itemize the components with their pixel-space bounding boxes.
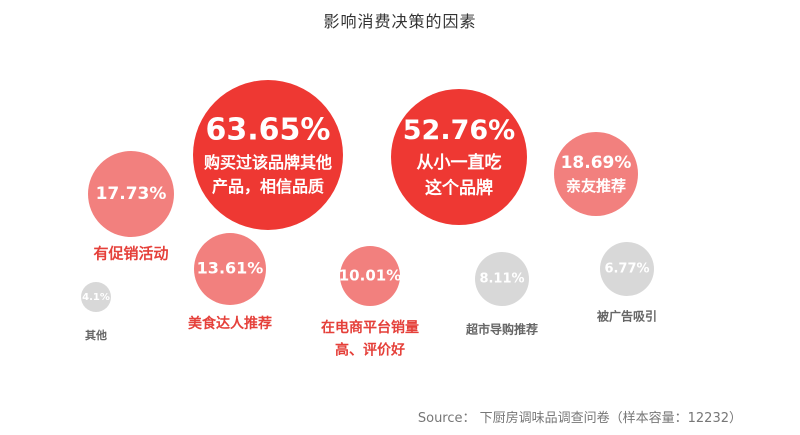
bubble-label: 美食达人推荐 bbox=[188, 315, 272, 332]
bubble-label: 亲友推荐 bbox=[566, 177, 626, 195]
bubble-value: 10.01% bbox=[339, 267, 401, 285]
bubble bbox=[391, 89, 527, 225]
bubble-group: 13.61% 美食达人推荐 bbox=[188, 233, 272, 332]
bubble-label: 这个品牌 bbox=[425, 178, 493, 199]
bubble-value: 8.11% bbox=[479, 272, 524, 287]
source-note: Source： 下厨房调味品调查问卷（样本容量：12232） bbox=[417, 411, 742, 426]
bubble-label: 在电商平台销量 bbox=[321, 319, 419, 336]
bubble-label: 产品，相信品质 bbox=[212, 177, 324, 196]
bubble-group: 17.73% 有促销活动 bbox=[88, 151, 174, 263]
chart-title: 影响消费决策的因素 bbox=[323, 12, 477, 31]
bubble bbox=[194, 233, 266, 305]
bubble bbox=[81, 282, 111, 312]
bubble bbox=[600, 242, 654, 296]
bubble bbox=[554, 132, 638, 216]
bubble bbox=[340, 246, 400, 306]
bubble-group: 4.1% 其他 bbox=[81, 282, 111, 342]
bubble-label: 被广告吸引 bbox=[597, 309, 657, 324]
bubble-value: 6.77% bbox=[604, 262, 649, 277]
bubble-label: 超市导购推荐 bbox=[465, 322, 538, 337]
bubble-value: 4.1% bbox=[82, 292, 110, 303]
bubble-label: 从小一直吃 bbox=[417, 152, 502, 173]
bubble-label: 有促销活动 bbox=[93, 245, 168, 263]
bubble bbox=[193, 80, 343, 230]
bubble-value: 18.69% bbox=[561, 153, 632, 173]
bubble-group: 8.11% 超市导购推荐 bbox=[465, 252, 538, 337]
bubble-label: 购买过该品牌其他 bbox=[204, 153, 332, 172]
bubble bbox=[475, 252, 529, 306]
bubble-value: 13.61% bbox=[197, 259, 264, 278]
bubble-label: 高、评价好 bbox=[335, 341, 405, 358]
bubble-value: 63.65% bbox=[206, 113, 331, 148]
bubble-group: 18.69% 亲友推荐 bbox=[554, 132, 638, 216]
bubble bbox=[88, 151, 174, 237]
bubble-value: 52.76% bbox=[403, 115, 515, 146]
bubble-value: 17.73% bbox=[96, 184, 167, 204]
bubble-group: 6.77% 被广告吸引 bbox=[597, 242, 657, 324]
bubble-label: 其他 bbox=[85, 328, 107, 342]
